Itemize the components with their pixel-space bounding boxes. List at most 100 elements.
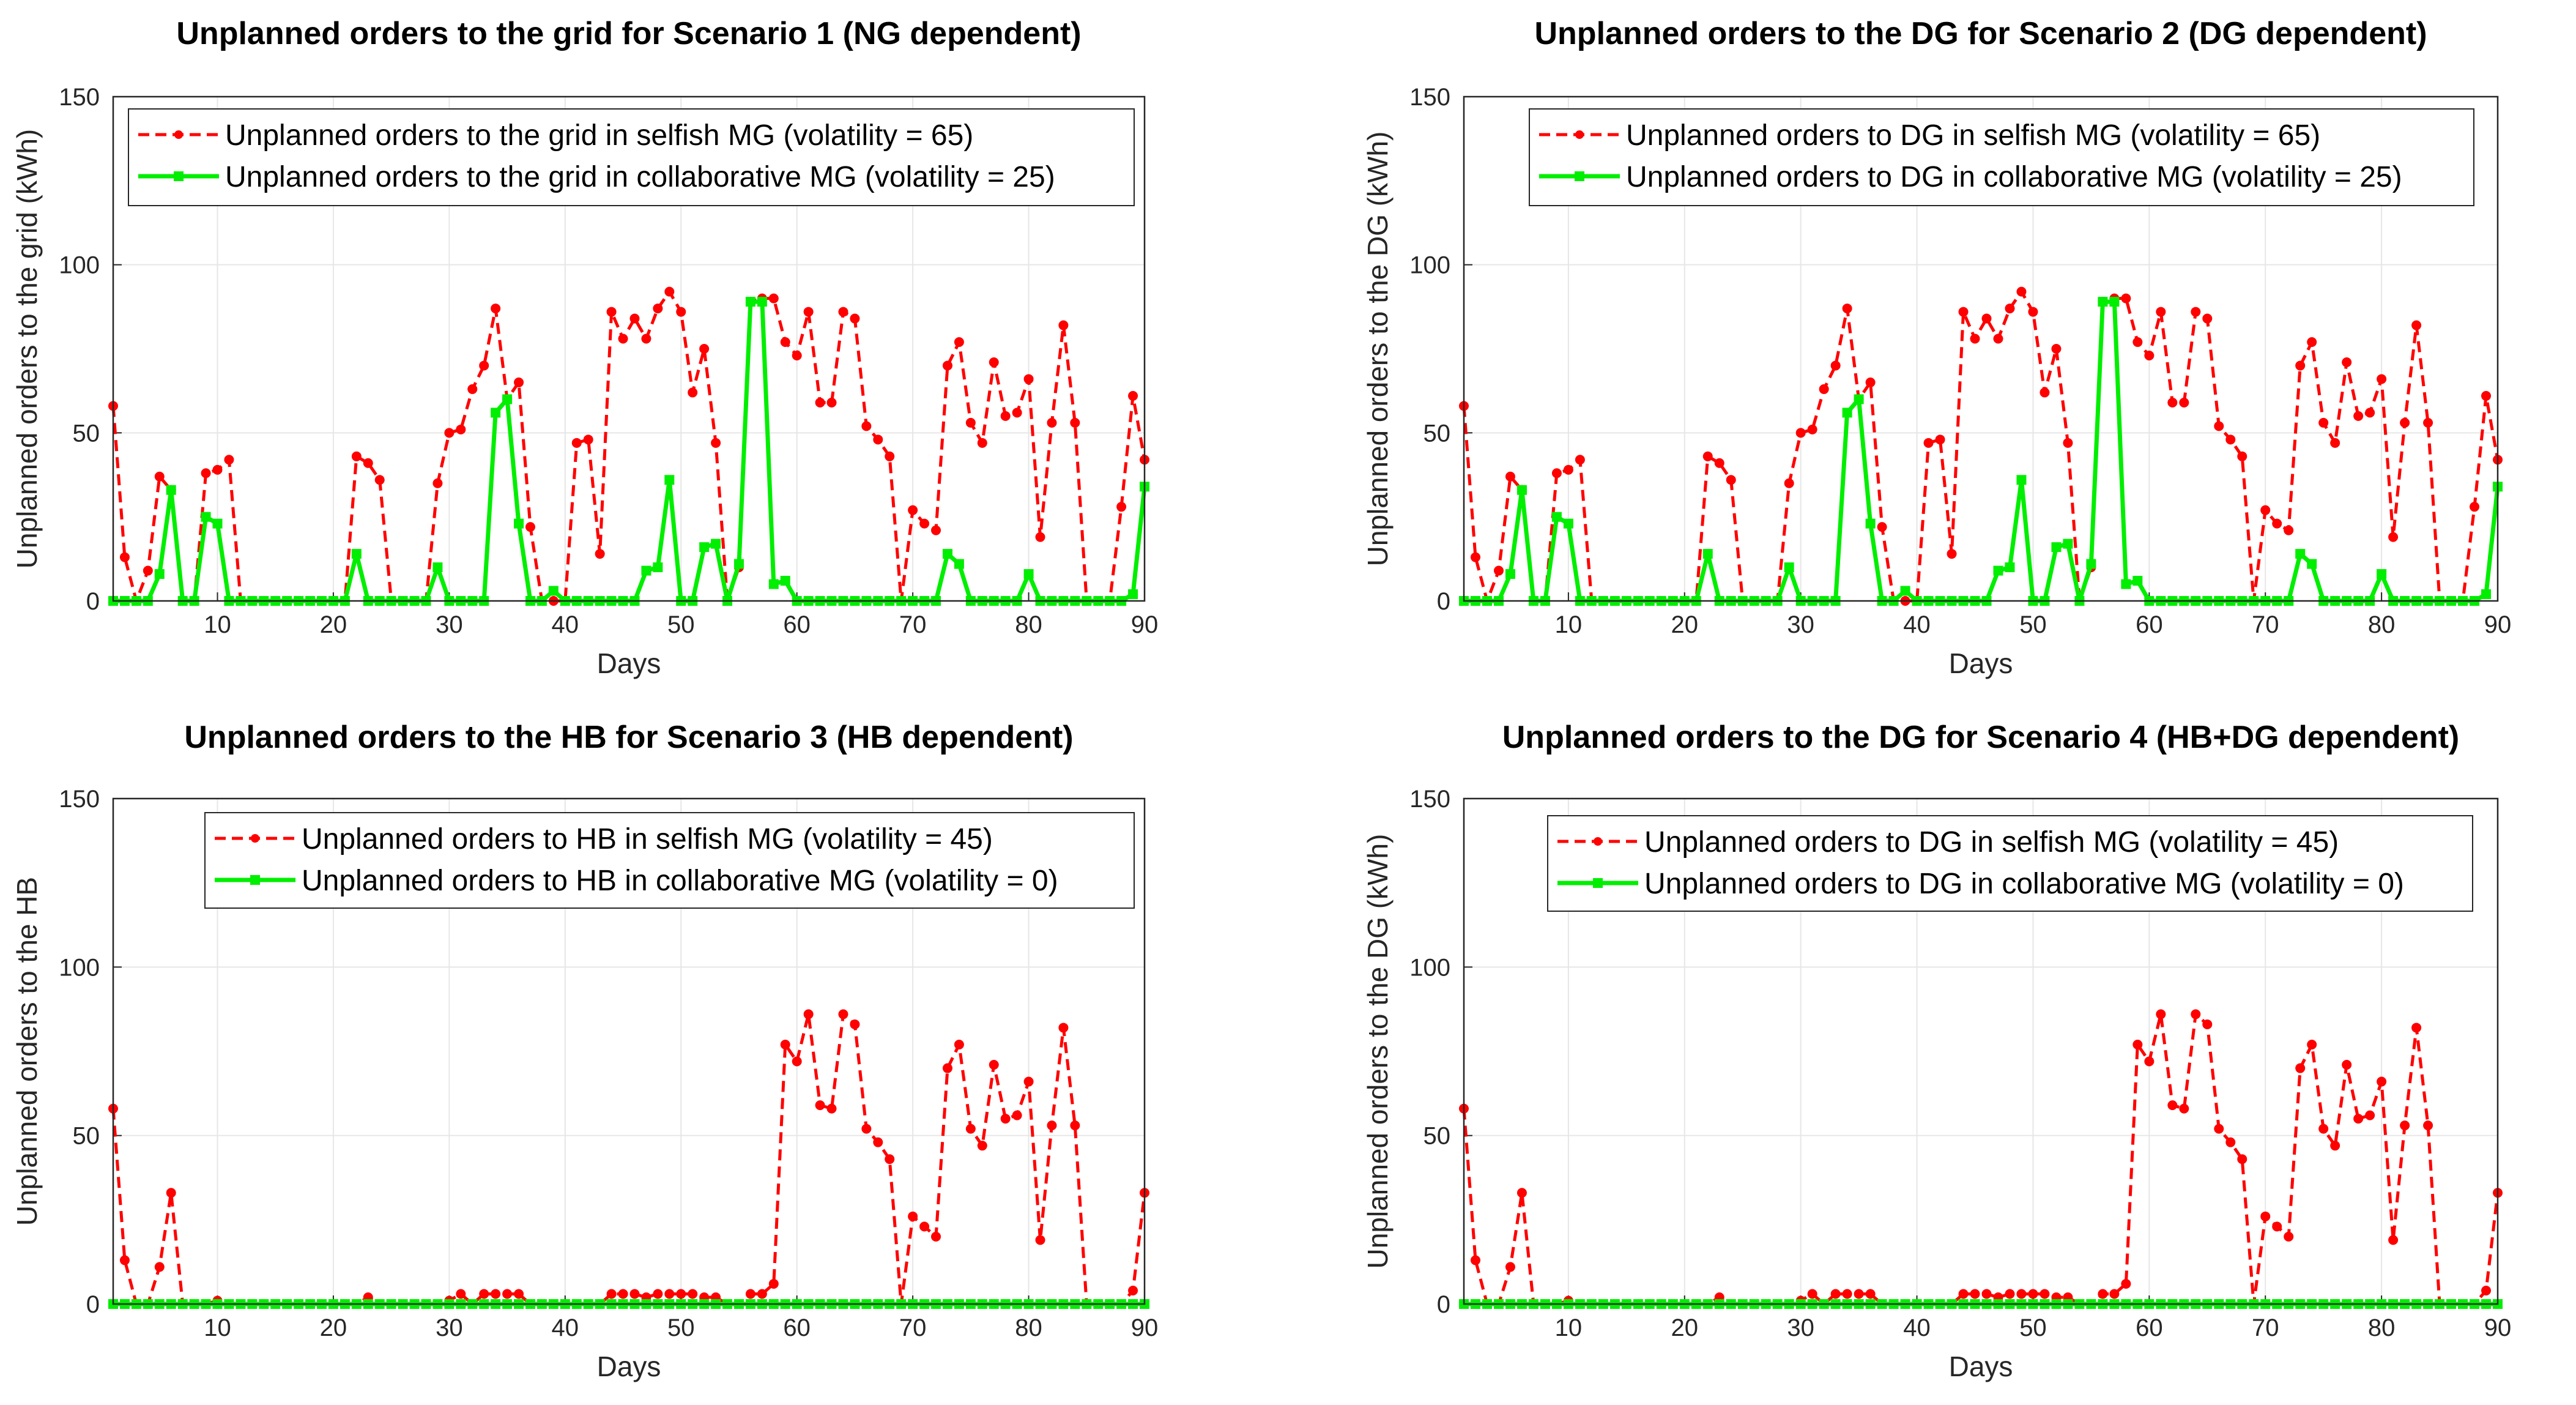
chart-3-point-selfish bbox=[653, 1289, 663, 1299]
chart-3-point-selfish bbox=[919, 1221, 930, 1232]
chart-1-legend: Unplanned orders to the grid in selfish … bbox=[128, 108, 1135, 206]
chart-3-point-selfish bbox=[166, 1188, 176, 1198]
chart-2-point-collaborative bbox=[1505, 569, 1515, 580]
chart-2-point-collaborative bbox=[2005, 562, 2015, 573]
chart-4-legend: Unplanned orders to DG in selfish MG (vo… bbox=[1547, 815, 2473, 912]
chart-3-point-selfish bbox=[688, 1289, 698, 1299]
chart-2-legend-marker-selfish bbox=[1575, 130, 1584, 139]
chart-1-point-selfish bbox=[780, 337, 790, 348]
chart-3-point-selfish bbox=[931, 1231, 941, 1242]
chart-2-point-selfish bbox=[2144, 350, 2155, 360]
chart-1-point-selfish bbox=[688, 387, 698, 398]
chart-4-point-selfish bbox=[2342, 1060, 2352, 1070]
chart-3-point-selfish bbox=[745, 1289, 755, 1299]
chart-2-point-selfish bbox=[2132, 337, 2143, 348]
chart-4-point-selfish bbox=[1470, 1255, 1480, 1265]
chart-4-legend-label-selfish: Unplanned orders to DG in selfish MG (vo… bbox=[1644, 826, 2339, 859]
chart-4-x-tick-label: 90 bbox=[2484, 1314, 2512, 1341]
chart-2-point-selfish bbox=[1470, 552, 1480, 562]
chart-2-point-selfish bbox=[2179, 397, 2189, 408]
chart-4-point-selfish bbox=[2423, 1120, 2433, 1131]
chart-3-point-selfish bbox=[965, 1124, 976, 1134]
chart-3-point-selfish bbox=[664, 1289, 675, 1299]
chart-2-point-collaborative bbox=[1993, 565, 2003, 576]
chart-3-point-selfish bbox=[491, 1289, 501, 1299]
chart-1-point-collaborative bbox=[768, 579, 779, 589]
chart-4-x-tick-label: 80 bbox=[2368, 1314, 2396, 1341]
chart-2-x-tick-label: 50 bbox=[2019, 611, 2047, 638]
chart-2-point-selfish bbox=[2481, 390, 2492, 401]
chart-1-point-collaborative bbox=[514, 518, 524, 529]
chart-2-point-selfish bbox=[1947, 549, 1957, 559]
chart-2-point-collaborative bbox=[2109, 297, 2120, 307]
chart-3-x-tick-label: 60 bbox=[783, 1314, 811, 1341]
chart-2-point-selfish bbox=[2121, 293, 2131, 304]
chart-2-x-tick-label: 30 bbox=[1787, 611, 1814, 638]
chart-1-point-selfish bbox=[571, 438, 582, 448]
chart-1-point-selfish bbox=[595, 549, 605, 559]
chart-1-x-tick-label: 40 bbox=[552, 611, 579, 638]
chart-4-point-selfish bbox=[2016, 1289, 2027, 1299]
chart-3-y-tick-label: 50 bbox=[73, 1123, 100, 1150]
chart-3-point-selfish bbox=[514, 1289, 524, 1299]
chart-2-point-selfish bbox=[1830, 360, 1841, 371]
chart-2-point-selfish bbox=[2040, 387, 2050, 398]
chart-1-point-selfish bbox=[1128, 390, 1138, 401]
chart-3-point-selfish bbox=[861, 1124, 872, 1134]
chart-4-point-selfish bbox=[2318, 1124, 2329, 1134]
chart-1-point-selfish bbox=[583, 434, 593, 445]
chart-3-title: Unplanned orders to the HB for Scenario … bbox=[184, 720, 1073, 755]
chart-1-point-selfish bbox=[525, 522, 535, 532]
chart-1-title: Unplanned orders to the grid for Scenari… bbox=[176, 16, 1081, 51]
chart-3-x-tick-label: 40 bbox=[552, 1314, 579, 1341]
chart-3-legend-box bbox=[204, 812, 1135, 909]
chart-3-x-tick-label: 20 bbox=[320, 1314, 347, 1341]
chart-4-point-selfish bbox=[2179, 1103, 2189, 1114]
chart-2-point-selfish bbox=[1505, 471, 1515, 482]
chart-2-x-tick-label: 40 bbox=[1903, 611, 1931, 638]
chart-1-y-axis-label: Unplanned orders to the grid (kWh) bbox=[11, 129, 43, 568]
chart-4-point-selfish bbox=[2377, 1076, 2387, 1087]
chart-4-point-selfish bbox=[2121, 1278, 2131, 1289]
chart-2-point-selfish bbox=[1714, 458, 1724, 468]
chart-3-point-selfish bbox=[942, 1063, 952, 1073]
chart-1-point-selfish bbox=[1047, 417, 1057, 428]
chart-2-point-selfish bbox=[2214, 421, 2224, 431]
chart-1-point-selfish bbox=[374, 475, 385, 485]
chart-2-point-selfish bbox=[2307, 337, 2317, 348]
chart-3-point-selfish bbox=[873, 1137, 883, 1147]
chart-4-point-selfish bbox=[2353, 1114, 2364, 1124]
chart-4-point-selfish bbox=[2098, 1289, 2108, 1299]
chart-2-point-collaborative bbox=[1563, 518, 1573, 529]
chart-1-point-collaborative bbox=[1128, 589, 1138, 600]
chart-1-point-selfish bbox=[432, 478, 443, 488]
chart-1-point-collaborative bbox=[502, 394, 513, 404]
chart-3-point-selfish bbox=[885, 1154, 895, 1165]
chart-1-x-tick-label: 90 bbox=[1131, 611, 1159, 638]
chart-3-y-tick-label: 0 bbox=[86, 1291, 100, 1318]
chart-2-point-collaborative bbox=[2063, 539, 2073, 549]
chart-2-point-selfish bbox=[2470, 502, 2480, 512]
chart-4-point-selfish bbox=[2295, 1063, 2306, 1073]
chart-1-point-collaborative bbox=[699, 542, 710, 553]
chart-4-point-selfish bbox=[2028, 1289, 2038, 1299]
chart-1-point-selfish bbox=[629, 313, 640, 324]
chart-1-point-selfish bbox=[885, 451, 895, 461]
chart-2-point-selfish bbox=[2225, 434, 2236, 445]
chart-4-point-selfish bbox=[1505, 1262, 1515, 1272]
chart-1-x-tick-label: 80 bbox=[1015, 611, 1042, 638]
chart-2-point-collaborative bbox=[2098, 297, 2108, 307]
chart-1-point-selfish bbox=[931, 525, 941, 535]
chart-3-point-selfish bbox=[989, 1060, 999, 1070]
chart-2-point-collaborative bbox=[1900, 586, 1910, 596]
chart-1-point-selfish bbox=[989, 357, 999, 367]
chart-1-point-selfish bbox=[444, 428, 455, 438]
chart-3-x-tick-label: 50 bbox=[667, 1314, 695, 1341]
chart-1-point-selfish bbox=[467, 384, 478, 394]
chart-2-point-selfish bbox=[1575, 455, 1585, 465]
chart-2-point-selfish bbox=[1726, 475, 1736, 485]
chart-4-point-selfish bbox=[2481, 1285, 2492, 1295]
chart-2-point-selfish bbox=[1807, 424, 1817, 434]
chart-2-point-selfish bbox=[2156, 307, 2166, 317]
chart-2-point-selfish bbox=[2388, 532, 2399, 542]
